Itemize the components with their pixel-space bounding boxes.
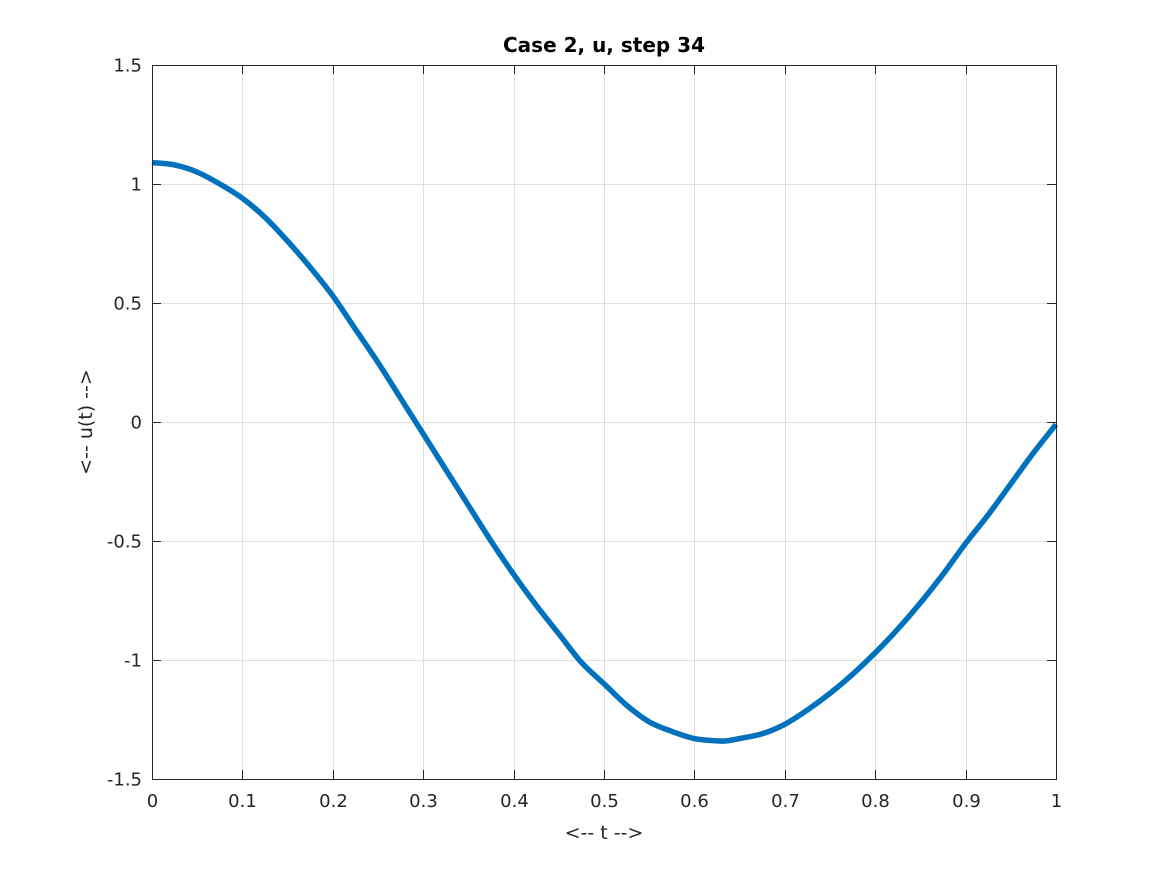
- series-layer: [151, 159, 1059, 744]
- x-tick-labels: 0 0.1 0.2 0.3 0.4 0.5 0.6 0.7 0.8 0.9 1: [147, 791, 1062, 812]
- x-tick-label: 0.6: [680, 791, 709, 812]
- x-tick-label: 0.2: [319, 791, 348, 812]
- x-tick-label: 0.7: [771, 791, 800, 812]
- y-tick-label: -0.5: [107, 532, 142, 553]
- x-tick-label: 1: [1051, 791, 1062, 812]
- y-tick-label: -1.5: [107, 770, 142, 791]
- x-tick-label: 0: [147, 791, 158, 812]
- x-tick-label: 0.1: [228, 791, 257, 812]
- tick-marks: [152, 65, 1057, 780]
- y-tick-labels: -1.5 -1 -0.5 0 0.5 1 1.5: [107, 56, 142, 791]
- y-axis-label: <-- u(t) -->: [75, 369, 97, 475]
- chart-title: Case 2, u, step 34: [503, 33, 705, 57]
- x-axis-label: <-- t -->: [565, 822, 644, 844]
- y-tick-label: -1: [124, 651, 142, 672]
- x-tick-label: 0.4: [500, 791, 529, 812]
- x-tick-label: 0.9: [952, 791, 981, 812]
- y-tick-label: 0: [131, 413, 142, 434]
- x-tick-label: 0.8: [861, 791, 890, 812]
- y-tick-label: 1: [131, 175, 142, 196]
- series-line: [151, 159, 1059, 744]
- x-tick-label: 0.5: [590, 791, 619, 812]
- x-tick-label: 0.3: [409, 791, 438, 812]
- y-tick-label: 1.5: [113, 56, 142, 77]
- y-tick-label: 0.5: [113, 294, 142, 315]
